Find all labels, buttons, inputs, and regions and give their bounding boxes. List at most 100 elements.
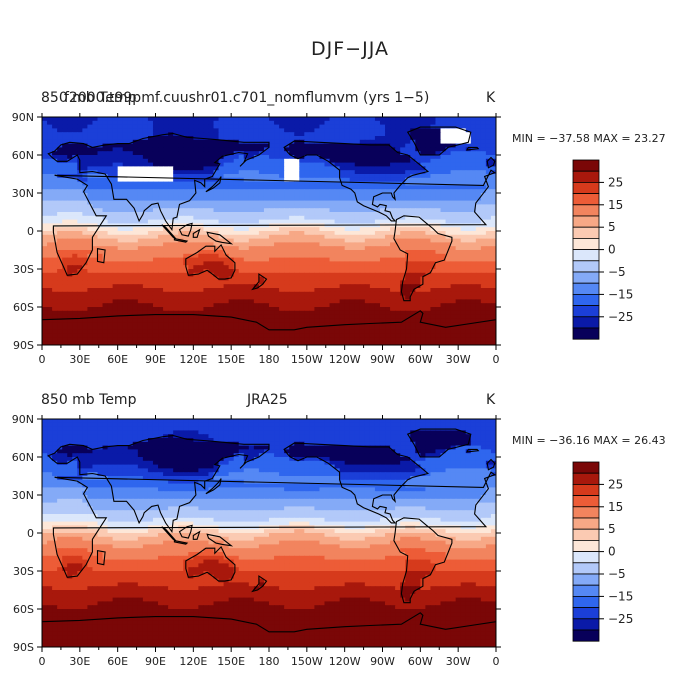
heat-cell <box>425 299 432 304</box>
heat-cell <box>238 310 245 316</box>
heat-cell <box>248 246 255 251</box>
heat-cell <box>319 272 326 278</box>
heat-cell <box>122 120 129 126</box>
heat-cell <box>57 284 63 289</box>
heat-cell <box>158 143 164 148</box>
heat-cell <box>233 158 240 164</box>
heat-cell <box>248 143 255 148</box>
heat-cell <box>183 158 189 164</box>
heat-cell <box>203 257 210 262</box>
heat-cell <box>258 162 265 167</box>
heat-cell <box>490 295 496 300</box>
heat-cell <box>122 234 129 240</box>
heat-cell <box>248 238 255 243</box>
heat-cell <box>127 124 134 129</box>
heat-cell <box>82 166 88 171</box>
heat-cell <box>198 219 205 224</box>
heat-cell <box>435 139 442 145</box>
heat-cell <box>279 181 285 186</box>
heat-cell <box>354 147 361 152</box>
heat-cell <box>274 200 280 205</box>
heat-cell <box>269 196 275 202</box>
heat-cell <box>369 310 376 316</box>
heat-cell <box>299 238 305 243</box>
heat-cell <box>455 185 462 190</box>
heat-cell <box>163 117 169 122</box>
heat-cell <box>460 139 467 145</box>
heat-cell <box>243 238 250 243</box>
heat-cell <box>385 200 391 205</box>
heat-cell <box>102 124 109 129</box>
heat-cell <box>52 246 58 251</box>
heat-cell <box>253 174 260 179</box>
heat-cell <box>198 215 205 221</box>
heat-cell <box>203 181 210 186</box>
heat-cell <box>324 124 331 129</box>
heat-cell <box>274 280 280 285</box>
heat-cell <box>163 170 169 175</box>
heat-cell <box>147 162 154 167</box>
heat-cell <box>183 177 189 183</box>
heat-cell <box>178 151 184 156</box>
heat-cell <box>168 196 174 202</box>
heat-cell <box>450 246 457 251</box>
heat-cell <box>450 303 457 308</box>
heat-cell <box>364 139 371 145</box>
heat-cell <box>274 193 280 198</box>
heat-cell <box>258 212 265 217</box>
heat-cell <box>72 314 78 319</box>
heat-cell <box>470 185 477 190</box>
heat-cell <box>173 288 179 293</box>
heat-cell <box>258 219 265 224</box>
heat-cell <box>450 117 457 122</box>
heat-cell <box>238 193 245 198</box>
heat-cell <box>314 132 321 137</box>
heat-cell <box>77 215 83 221</box>
heat-cell <box>294 136 300 141</box>
heat-cell <box>117 181 124 186</box>
heat-cell <box>52 231 58 236</box>
heat-cell <box>57 208 63 213</box>
heat-cell <box>470 253 477 259</box>
heat-cell <box>62 253 68 259</box>
heat-cell <box>72 117 78 122</box>
heat-cell <box>344 295 351 300</box>
heat-cell <box>173 303 179 308</box>
heat-cell <box>274 155 280 160</box>
heat-cell <box>440 246 447 251</box>
heat-cell <box>369 162 376 167</box>
heat-cell <box>178 299 184 304</box>
heat-cell <box>248 128 255 133</box>
heat-cell <box>455 204 462 209</box>
heat-cell <box>117 219 124 224</box>
heat-cell <box>395 307 401 312</box>
heat-cell <box>279 291 285 297</box>
heat-cell <box>52 307 58 312</box>
heat-cell <box>309 193 315 198</box>
heat-cell <box>238 124 245 129</box>
heat-cell <box>490 158 496 164</box>
heat-cell <box>279 272 285 278</box>
heat-cell <box>158 196 164 202</box>
heat-cell <box>238 253 245 259</box>
heat-cell <box>299 124 305 129</box>
heat-cell <box>102 326 109 331</box>
heat-cell <box>183 269 189 274</box>
heat-cell <box>82 284 88 289</box>
heat-cell <box>62 246 68 251</box>
heat-cell <box>274 310 280 316</box>
heat-cell <box>198 177 205 183</box>
heat-cell <box>198 250 205 255</box>
heat-cell <box>178 200 184 205</box>
heat-cell <box>450 223 457 228</box>
heat-cell <box>107 139 114 145</box>
heat-cell <box>314 261 321 266</box>
heat-cell <box>374 234 381 240</box>
heat-cell <box>400 215 406 221</box>
heat-cell <box>42 253 48 259</box>
heat-cell <box>440 288 447 293</box>
heat-cell <box>258 238 265 243</box>
heat-cell <box>122 257 129 262</box>
heat-cell <box>334 280 341 285</box>
heat-cell <box>77 242 83 247</box>
